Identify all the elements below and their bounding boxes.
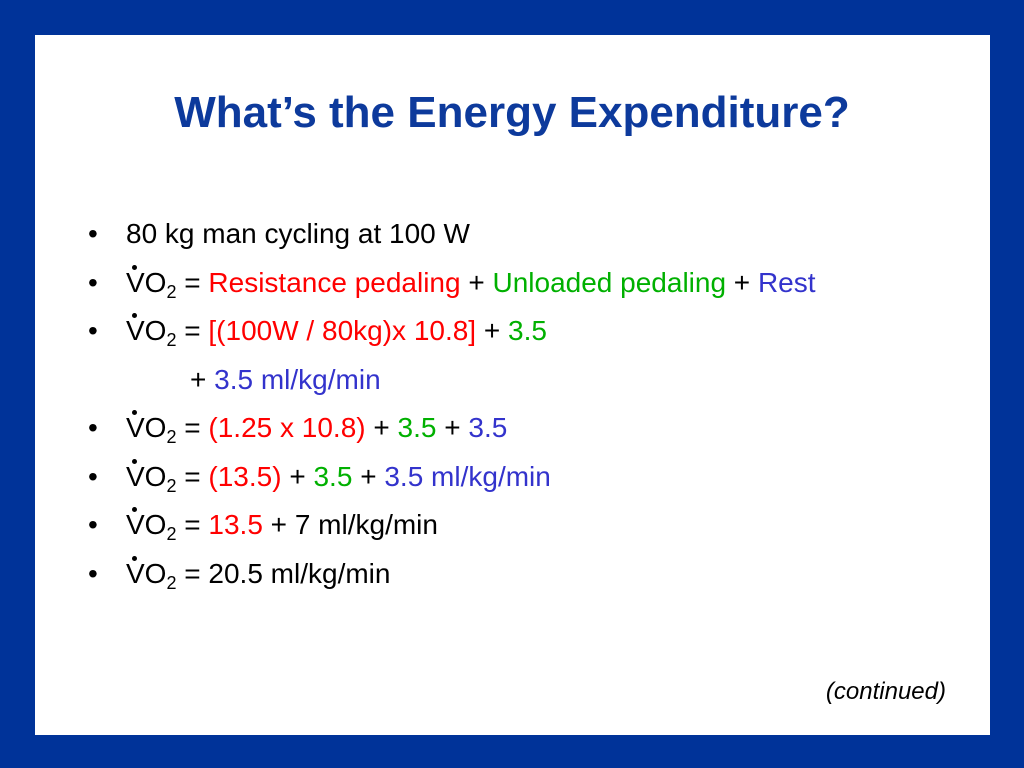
text-run: 3.5 ml/kg/min bbox=[384, 460, 551, 492]
panel bbox=[35, 35, 990, 735]
text-run: = bbox=[176, 460, 209, 492]
slide-title: What’s the Energy Expenditure? bbox=[174, 88, 850, 137]
text-run: + bbox=[436, 412, 469, 443]
text-run: VO bbox=[126, 509, 167, 540]
text-run: 3.5 bbox=[508, 315, 547, 346]
text-run: = 20.5 ml/kg/min bbox=[176, 557, 391, 589]
text-run: (13.5) bbox=[208, 460, 282, 492]
footer-note: (continued) bbox=[825, 678, 946, 705]
bullet-line: VO2 = (1.25 x 10.8) + 3.5 + 3.5 bbox=[88, 412, 508, 448]
subscript: 2 bbox=[166, 524, 177, 544]
subscript: 2 bbox=[166, 572, 177, 593]
text-run: + bbox=[365, 412, 398, 443]
subscript: 2 bbox=[166, 330, 177, 350]
text-run: + 7 ml/kg/min bbox=[262, 509, 438, 540]
text-run: + bbox=[352, 460, 385, 492]
text-run: = bbox=[176, 412, 209, 443]
subscript: 2 bbox=[166, 427, 177, 447]
bullet-line: VO2 = [(100W / 80kg)x 10.8] + 3.5 bbox=[88, 315, 547, 351]
text-run: 80 kg man cycling at 100 W bbox=[126, 218, 470, 249]
bullet-line: 80 kg man cycling at 100 W bbox=[88, 218, 470, 250]
text-run: Unloaded pedaling bbox=[492, 266, 727, 298]
bullet-line: VO2 = 13.5 + 7 ml/kg/min bbox=[88, 509, 438, 545]
text-run: VO bbox=[126, 412, 167, 443]
text-run: VO bbox=[126, 557, 167, 589]
text-run: 13.5 bbox=[208, 509, 263, 540]
bullet-line: VO2 = Resistance pedaling + Unloaded ped… bbox=[88, 266, 816, 303]
text-run: Rest bbox=[757, 266, 816, 298]
text-run: + bbox=[476, 315, 509, 346]
bullet-line: VO2 = (13.5) + 3.5 + 3.5 ml/kg/min bbox=[88, 460, 551, 497]
text-run: [(100W / 80kg)x 10.8] bbox=[208, 315, 477, 346]
text-run: + bbox=[460, 266, 493, 298]
text-run: = bbox=[176, 509, 209, 540]
text-run: = bbox=[176, 315, 209, 346]
text-run: + bbox=[726, 266, 758, 298]
text-run: + bbox=[190, 363, 215, 395]
text-run: Resistance pedaling bbox=[208, 266, 461, 298]
bullet-line: + 3.5 ml/kg/min bbox=[190, 364, 381, 396]
text-run: + bbox=[281, 460, 314, 492]
bullet-line: VO2 = 20.5 ml/kg/min bbox=[88, 557, 391, 594]
text-run: 3.5 bbox=[313, 460, 353, 492]
text-run: 3.5 ml/kg/min bbox=[214, 363, 381, 395]
text-run: (1.25 x 10.8) bbox=[208, 412, 366, 443]
subscript: 2 bbox=[166, 281, 177, 302]
text-run: 3.5 bbox=[468, 412, 508, 443]
text-run: VO bbox=[126, 266, 167, 298]
text-run: VO bbox=[126, 460, 167, 492]
text-run: 3.5 bbox=[397, 412, 437, 443]
subscript: 2 bbox=[166, 475, 177, 496]
text-run: = bbox=[176, 266, 209, 298]
text-run: VO bbox=[126, 315, 167, 346]
